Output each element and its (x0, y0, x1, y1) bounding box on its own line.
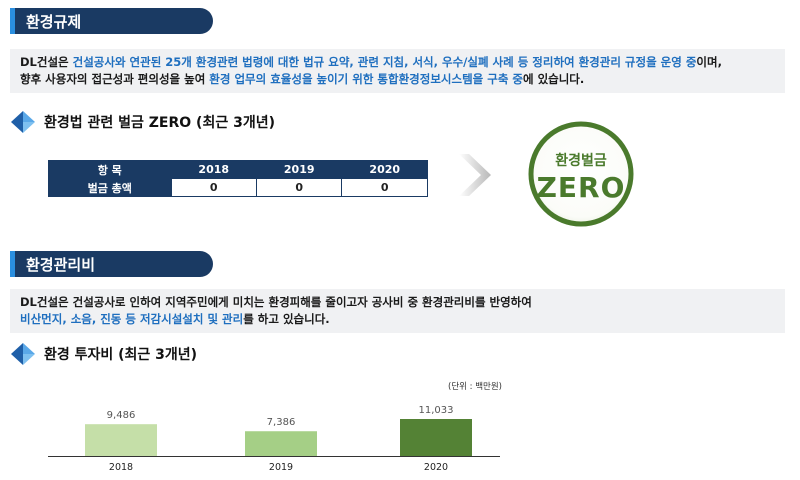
data-label: 7,386 (267, 417, 296, 428)
dl-logo-icon (11, 343, 35, 365)
bar-2019 (245, 431, 317, 456)
regulation-line-1: DL건설은 건설공사와 연관된 25개 환경관련 법령에 대한 법규 요약, 관… (20, 54, 775, 71)
chevron-right-icon (459, 154, 491, 196)
table-header-cell: 2019 (255, 160, 343, 179)
mgmt-line-1: DL건설은 건설공사로 인하여 지역주민에게 미치는 환경피해를 줄이고자 공사… (20, 295, 532, 309)
text-highlight: 환경 업무의 효율성을 높이기 위한 통합환경정보시스템을 구축 중 (209, 72, 523, 86)
table-row: 벌금 총액 0 0 0 (48, 178, 428, 197)
x-tick-label: 2019 (269, 462, 293, 473)
fines-table: 항 목 2018 2019 2020 벌금 총액 0 0 0 (48, 160, 428, 197)
subtitle-text: 환경법 관련 벌금 ZERO (최근 3개년) (44, 115, 275, 131)
dl-logo-icon (11, 111, 35, 133)
text-plain: 를 하고 있습니다. (243, 312, 330, 326)
row-label: 벌금 총액 (48, 178, 172, 197)
section-header-regulation: 환경규제 (10, 8, 213, 34)
text-plain: 에 있습니다. (522, 72, 585, 86)
mgmt-cost-description: DL건설은 건설공사로 인하여 지역주민에게 미치는 환경피해를 줄이고자 공사… (10, 289, 785, 333)
table-header-cell: 항 목 (48, 160, 172, 179)
text-plain: 향후 사용자의 접근성과 편의성을 높여 (20, 72, 210, 86)
x-axis-line (48, 456, 500, 457)
text-plain: DL건설은 (20, 55, 73, 69)
unit-label: (단위 : 백만원) (448, 382, 503, 392)
text-highlight: 비산먼지, 소음, 진동 등 저감시설설치 및 관리 (20, 312, 244, 326)
section-title: 환경규제 (26, 13, 82, 31)
table-cell: 0 (170, 178, 257, 197)
x-tick-label: 2020 (424, 462, 448, 473)
text-plain: 이며, (696, 55, 722, 69)
mgmt-line-2: 비산먼지, 소음, 진동 등 저감시설설치 및 관리를 하고 있습니다. (20, 311, 775, 328)
data-label: 9,486 (107, 410, 136, 421)
regulation-line-2: 향후 사용자의 접근성과 편의성을 높여 환경 업무의 효율성을 높이기 위한 … (20, 71, 775, 88)
section-title: 환경관리비 (26, 256, 96, 274)
table-cell: 0 (341, 178, 428, 197)
table-cell: 0 (255, 178, 343, 197)
badge-label-top: 환경벌금 (555, 153, 607, 169)
zero-badge (528, 121, 634, 227)
text-highlight: 건설공사와 연관된 25개 환경관련 법령에 대한 법규 요약, 관련 지침, … (72, 55, 697, 69)
badge-label-main: ZERO (536, 171, 626, 204)
subtitle-text: 환경 투자비 (최근 3개년) (44, 347, 198, 363)
data-label: 11,033 (419, 405, 454, 416)
bar-2020 (400, 419, 472, 456)
table-header-cell: 2018 (170, 160, 257, 179)
section-header-mgmt-cost: 환경관리비 (10, 251, 213, 277)
regulation-description: DL건설은 건설공사와 연관된 25개 환경관련 법령에 대한 법규 요약, 관… (10, 49, 785, 93)
bar-2018 (85, 424, 157, 456)
x-tick-label: 2018 (109, 462, 133, 473)
